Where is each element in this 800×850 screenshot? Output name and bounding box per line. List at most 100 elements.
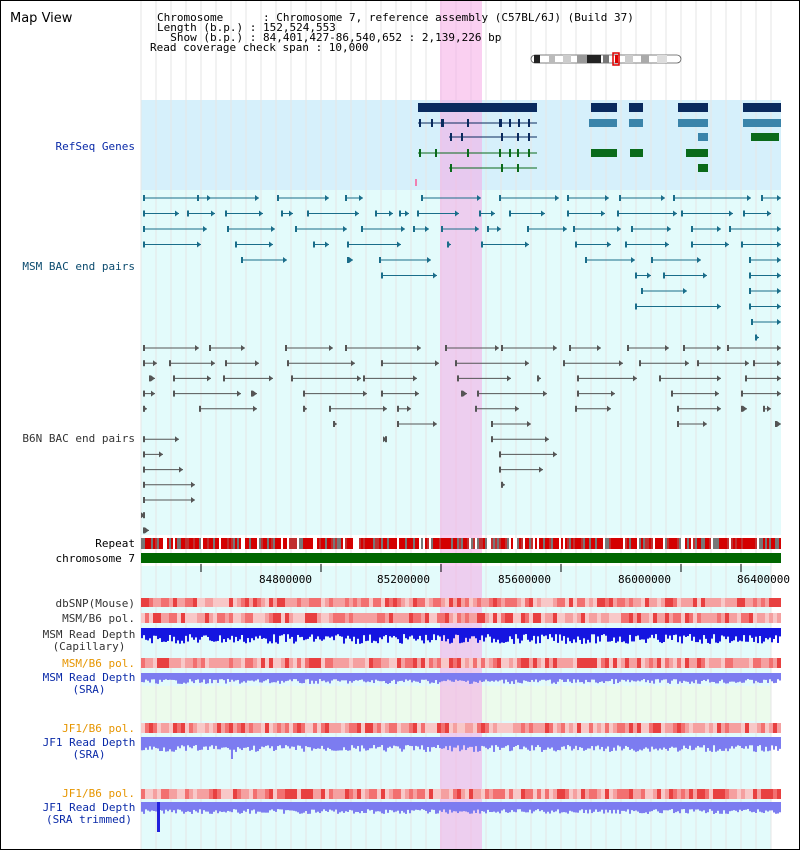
msm-capillary-depth-bar [421,628,423,641]
jf1-sra-depth-bar [639,737,641,750]
jf1-trimmed-depth-bar [417,802,419,810]
jf1-trimmed-depth-bar [467,802,469,813]
jf1-trimmed-depth-bar [293,802,295,811]
jf1-trimmed-depth-bar [447,802,449,814]
msm-bac-pair-end [683,288,687,294]
jf1-trimmed-depth-bar [705,802,707,814]
msm-capillary-depth-bar [459,628,461,644]
jf1-pol-band [469,723,473,733]
dbsnp-band [269,598,273,607]
jf1-pol-trim-band [261,789,265,799]
msm-sra-depth-bar [153,673,155,680]
msm-capillary-depth-bar [177,628,179,641]
jf1-trimmed-depth-bar [145,802,147,810]
jf1-trimmed-depth-bar [267,802,269,813]
msm-capillary-depth-bar [361,628,363,644]
msm-bac-pair-end [567,195,569,201]
jf1-sra-depth-bar [621,737,623,751]
msm-sra-depth-bar [641,673,643,681]
jf1-pol-band [329,723,333,733]
msm-capillary-depth-bar [609,628,611,642]
msm-pol-sra-band [229,658,233,668]
b6n-bac-pair-end [143,466,145,473]
jf1-sra-depth-bar [359,737,361,752]
msm-capillary-depth-bar [735,628,737,637]
msm-pol-band [349,613,353,623]
jf1-trimmed-depth-bar [349,802,351,810]
repeat-segment [281,538,283,549]
repeat-segment [149,538,151,549]
msm-capillary-depth-bar [145,628,147,640]
msm-pol-band [677,613,681,623]
jf1-sra-depth-bar [421,737,423,746]
msm-sra-depth-bar [477,673,479,683]
depth-tracks[interactable] [141,596,781,836]
msm-sra-depth-bar [741,673,743,683]
jf1-sra-depth-bar [189,737,191,748]
msm-sra-depth-bar [499,673,501,681]
msm-sra-depth-bar [639,673,641,682]
gene-block [698,164,708,172]
msm-sra-depth-bar [149,673,151,683]
msm-pol-sra-band [441,658,445,668]
repeat-segment [551,538,553,549]
dbsnp-band [493,598,497,607]
msm-capillary-depth-bar [353,628,355,637]
msm-sra-depth-bar [773,673,775,684]
msm-pol-sra-band [409,658,413,668]
jf1-sra-depth-bar [249,737,251,751]
jf1-sra-depth-bar [169,737,171,750]
msm-bac-pair-end [777,288,781,294]
b6n-bac-pair-end [397,421,399,427]
msm-bac-pair-end [425,226,429,232]
msm-pol-band [337,613,341,623]
repeat-segment [613,538,615,549]
msm-capillary-depth-bar [663,628,665,643]
chromosome-ideogram[interactable] [529,52,689,66]
repeat-segment [169,538,171,549]
bac-end-pairs-track[interactable] [1,1,799,541]
msm-capillary-depth-bar [245,628,247,644]
gene-row-exon [450,164,452,172]
jf1-trimmed-depth-bar [279,802,281,810]
chromosome-bar[interactable] [141,553,781,563]
jf1-sra-depth-bar [339,737,341,751]
repeat-segment [213,538,215,549]
msm-pol-sra-band [637,658,641,668]
b6n-bac-pair-end [303,390,305,397]
msm-capillary-depth-bar [277,628,279,644]
repeat-segment [651,538,653,549]
repeat-segment [375,538,377,549]
msm-pol-band [333,613,337,623]
jf1-trimmed-depth-bar [775,802,777,814]
msm-pol-band [261,613,265,623]
highlight-region[interactable] [440,1,482,849]
dbsnp-band [425,598,429,607]
jf1-sra-depth-bar [357,737,359,747]
repeat-track[interactable] [141,538,781,550]
dbsnp-band [533,598,537,607]
jf1-sra-depth-bar [769,737,771,751]
jf1-pol-band [169,723,173,733]
msm-pol-sra-band [193,658,197,668]
jf1-sra-depth-bar [337,737,339,751]
jf1-pol-trim-band [565,789,569,799]
msm-capillary-depth-bar [477,628,479,643]
msm-capillary-depth-bar [701,628,703,644]
repeat-segment [165,538,167,549]
jf1-trimmed-depth-bar [527,802,529,813]
msm-bac-pair-end [359,195,363,201]
msm-sra-depth-bar [505,673,507,680]
jf1-sra-depth-bar [205,737,207,747]
jf1-trimmed-depth-bar [581,802,583,810]
refseq-gene-track[interactable] [1,1,799,201]
msm-capillary-depth-bar [681,628,683,644]
repeat-segment [321,538,323,549]
jf1-trimmed-depth-bar [323,802,325,810]
msm-sra-depth-bar [251,673,253,681]
jf1-pol-band [361,723,365,733]
msm-pol-sra-band [345,658,349,668]
jf1-sra-depth-bar [373,737,375,746]
dbsnp-band [305,598,309,607]
jf1-trimmed-depth-bar [359,802,361,814]
